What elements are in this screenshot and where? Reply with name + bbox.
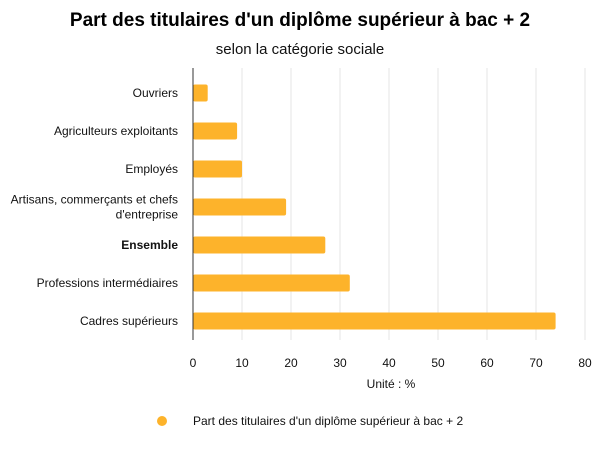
x-tick-label: 40 <box>382 356 396 370</box>
chart-title: Part des titulaires d'un diplôme supérie… <box>70 10 530 31</box>
category-labels: Ouvriers Agriculteurs exploitants Employés… <box>11 86 179 328</box>
category-label: Artisans, commerçants et chefs d'entrepri… <box>11 193 179 222</box>
x-axis-title: Unité : % <box>367 377 416 391</box>
x-tick-labels: 0 10 20 30 40 50 60 70 80 <box>190 356 592 370</box>
bars <box>193 84 556 330</box>
x-tick-label: 50 <box>431 356 445 370</box>
legend[interactable]: Part des titulaires d'un diplôme supérie… <box>157 414 463 428</box>
category-label: Professions intermédiaires <box>37 276 178 290</box>
x-tick-label: 80 <box>578 356 592 370</box>
legend-label: Part des titulaires d'un diplôme supérie… <box>193 414 463 428</box>
legend-marker <box>157 416 167 426</box>
bar[interactable] <box>193 122 238 140</box>
x-tick-label: 70 <box>529 356 543 370</box>
gridlines <box>241 68 586 340</box>
category-label: Cadres supérieurs <box>80 314 178 328</box>
x-tick-label: 10 <box>235 356 249 370</box>
category-label: Ouvriers <box>133 86 178 100</box>
bar[interactable] <box>193 312 556 330</box>
bar[interactable] <box>193 198 287 216</box>
category-label: Employés <box>125 162 178 176</box>
bar[interactable] <box>193 274 350 292</box>
x-tick-label: 0 <box>190 356 197 370</box>
chart-subtitle: selon la catégorie sociale <box>216 41 384 58</box>
x-tick-label: 30 <box>333 356 347 370</box>
bar[interactable] <box>193 84 208 102</box>
category-label: Agriculteurs exploitants <box>54 124 178 138</box>
bar[interactable] <box>193 160 242 178</box>
bar[interactable] <box>193 236 326 254</box>
x-tick-label: 60 <box>480 356 494 370</box>
category-label: Ensemble <box>121 238 178 252</box>
x-tick-label: 20 <box>284 356 298 370</box>
